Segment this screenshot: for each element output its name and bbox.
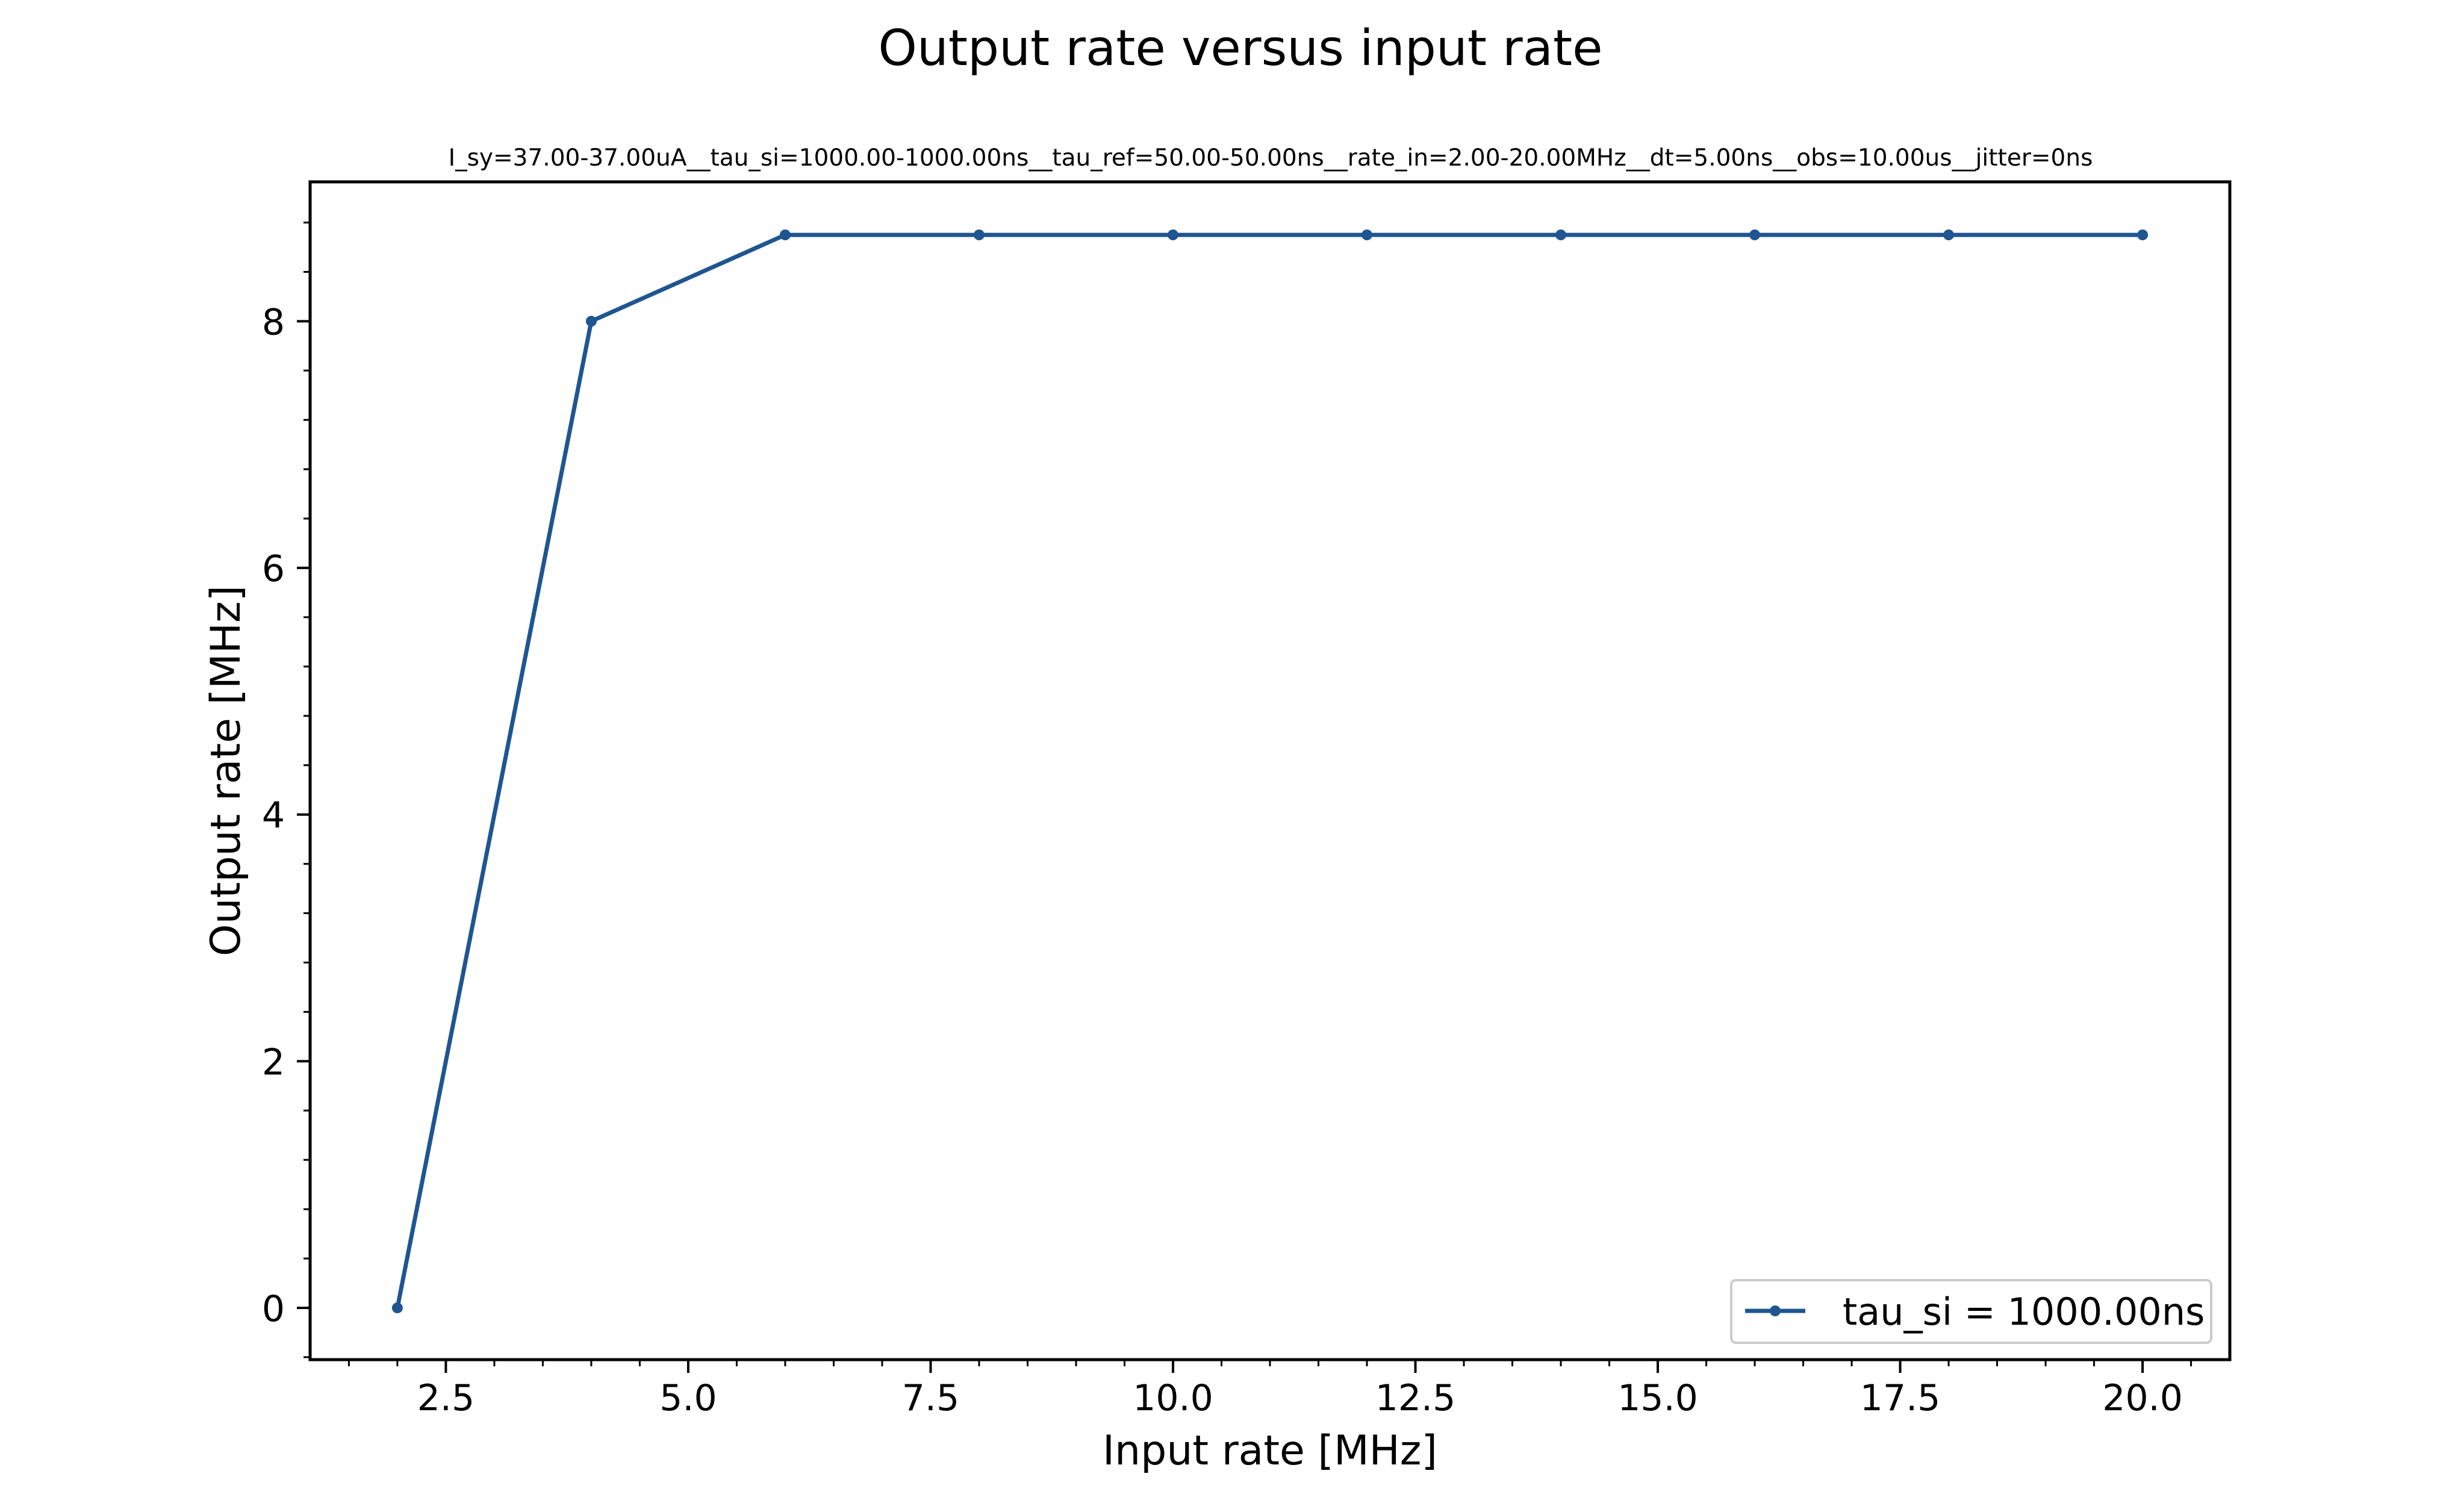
y-tick-label: 2 bbox=[262, 1041, 285, 1083]
y-tick-label: 4 bbox=[262, 795, 285, 837]
data-point bbox=[1167, 229, 1178, 241]
data-point bbox=[1555, 229, 1567, 241]
chart-title: Output rate versus input rate bbox=[878, 20, 1602, 77]
data-point bbox=[1361, 229, 1373, 241]
x-tick-label: 15.0 bbox=[1617, 1377, 1698, 1419]
chart-subtitle: I_sy=37.00-37.00uA__tau_si=1000.00-1000.… bbox=[449, 145, 2093, 172]
legend: tau_si = 1000.00ns bbox=[1730, 1279, 2212, 1344]
x-tick-label: 20.0 bbox=[2102, 1377, 2183, 1419]
x-tick-label: 7.5 bbox=[902, 1377, 959, 1419]
legend-marker-sample bbox=[1770, 1305, 1781, 1316]
x-tick-label: 17.5 bbox=[1860, 1377, 1941, 1419]
y-axis-ticks: 0 2 4 6 8 bbox=[262, 222, 310, 1358]
y-tick-label: 0 bbox=[262, 1288, 285, 1330]
y-tick-label: 8 bbox=[262, 301, 285, 343]
data-point bbox=[2137, 229, 2149, 241]
data-point bbox=[391, 1302, 403, 1313]
x-tick-label: 5.0 bbox=[659, 1377, 717, 1419]
y-axis-label: Output rate [MHz] bbox=[202, 585, 250, 956]
plot-area bbox=[308, 180, 2232, 1361]
data-point bbox=[585, 316, 597, 327]
x-tick-label: 12.5 bbox=[1375, 1377, 1456, 1419]
y-tick-label: 6 bbox=[262, 548, 285, 590]
data-point bbox=[1749, 229, 1761, 241]
x-tick-label: 10.0 bbox=[1133, 1377, 1213, 1419]
data-point bbox=[973, 229, 985, 241]
legend-label: tau_si = 1000.00ns bbox=[1843, 1290, 2205, 1334]
data-point bbox=[779, 229, 791, 241]
series-line bbox=[395, 232, 2143, 1308]
x-axis-label: Input rate [MHz] bbox=[1103, 1427, 1437, 1475]
series-layer bbox=[391, 229, 2149, 1313]
legend-box bbox=[1730, 1279, 2212, 1344]
data-point bbox=[1943, 229, 1955, 241]
x-tick-label: 2.5 bbox=[417, 1377, 475, 1419]
x-axis-ticks: 2.5 5.0 7.5 10.0 12.5 15.0 17.5 20.0 bbox=[347, 1360, 2192, 1419]
